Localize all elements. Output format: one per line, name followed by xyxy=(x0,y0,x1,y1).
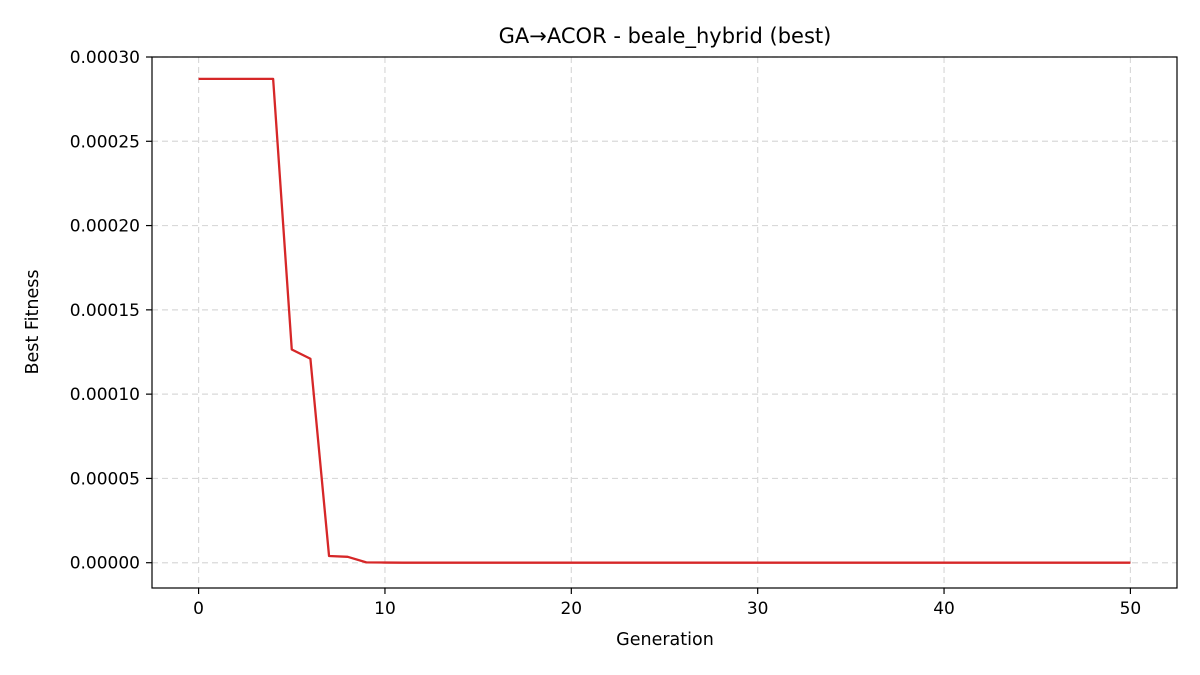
x-tick-label: 0 xyxy=(193,599,204,619)
x-tick-label: 20 xyxy=(560,599,582,619)
x-tick-label: 50 xyxy=(1120,599,1142,619)
y-tick-label: 0.00005 xyxy=(70,469,140,489)
y-tick-label: 0.00030 xyxy=(70,48,140,68)
x-tick-label: 10 xyxy=(374,599,396,619)
series-layer xyxy=(198,77,1131,564)
x-tick-label: 40 xyxy=(933,599,955,619)
chart-title: GA→ACOR - beale_hybrid (best) xyxy=(499,24,832,49)
y-tick-label: 0.00015 xyxy=(70,301,140,321)
y-tick-label: 0.00020 xyxy=(70,217,140,237)
y-axis-title: Best Fitness xyxy=(23,270,43,375)
series-line xyxy=(198,77,1131,564)
y-axis: 0.00000 0.00005 0.00010 0.00015 0.00020 0.000… xyxy=(70,48,152,574)
plot-area-frame xyxy=(151,56,1178,589)
x-axis: 0 10 20 30 40 50 xyxy=(193,588,1141,619)
x-axis-title: Generation xyxy=(616,630,714,650)
y-tick-label: 0.00010 xyxy=(70,385,140,405)
x-tick-label: 30 xyxy=(747,599,769,619)
y-tick-label: 0.00000 xyxy=(70,554,140,574)
y-tick-label: 0.00025 xyxy=(70,132,140,152)
